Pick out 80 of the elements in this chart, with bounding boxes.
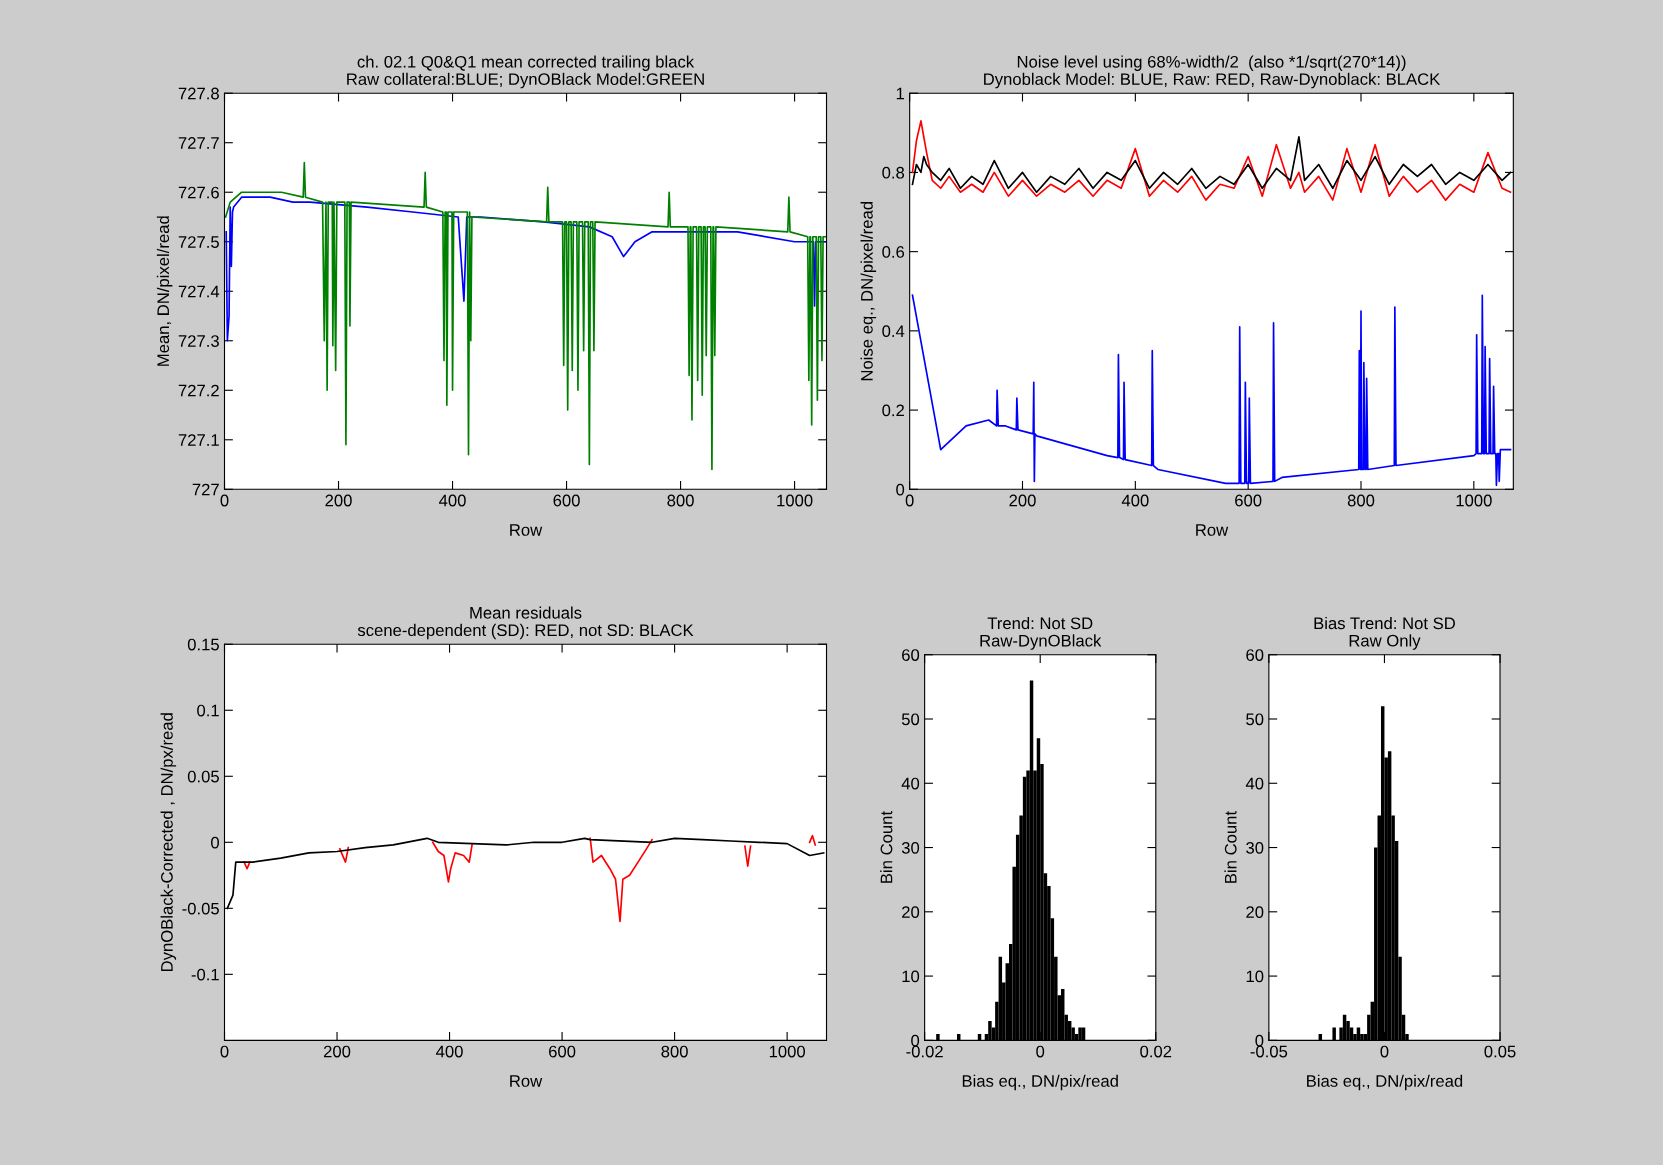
chart-title: Mean residuals: [470, 606, 582, 619]
y-tick-label: 727.2: [178, 384, 219, 397]
x-tick-label: 1000: [769, 1045, 806, 1058]
y-tick-label: 727.7: [178, 137, 219, 149]
chart-subtitle: Dynoblack Model: BLUE, Raw: RED, Raw-Dynoblack: BLACK: [984, 72, 1441, 89]
chart-title: Trend: Not SD: [987, 616, 1093, 630]
x-tick-label: 200: [323, 1045, 351, 1058]
x-tick-label: 600: [553, 494, 580, 507]
y-tick-label: 727.1: [178, 434, 219, 446]
x-tick-label: 600: [549, 1045, 576, 1058]
y-tick-label: 30: [901, 841, 920, 854]
y-axis-title: DynOBlack-Corrected , DN/px/read: [160, 713, 177, 972]
x-tick-label: 1000: [777, 494, 813, 507]
y-tick-label: 0: [911, 1034, 920, 1047]
x-tick-label: 200: [1009, 494, 1036, 507]
x-tick-label: 1000: [1456, 494, 1492, 507]
x-axis-title: Bias eq., DN/pix/read: [962, 1074, 1118, 1091]
x-axis-title: Bias eq., DN/pix/read: [1307, 1074, 1463, 1091]
x-tick-label: 0: [1380, 1045, 1389, 1058]
y-tick-label: 20: [1246, 906, 1264, 919]
y-tick-label: 0.4: [882, 325, 905, 338]
chart-title: Noise level using 68%-width/2 (also *1/sqrt(270*14)): [1017, 55, 1406, 71]
x-tick-label: 400: [439, 494, 466, 507]
chart-subtitle: scene-dependent (SD): RED, not SD: BLACK: [357, 623, 694, 640]
y-tick-label: 20: [902, 906, 920, 919]
y-axis-title: Bin Count: [1224, 811, 1237, 883]
x-tick-label: -0.02: [906, 1045, 943, 1058]
y-tick-label: 727.3: [178, 335, 219, 347]
y-tick-label: 727.8: [178, 87, 219, 100]
x-tick-label: 600: [1235, 494, 1262, 507]
chart-title: ch. 02.1 Q0&Q1 mean corrected trailing black: [357, 55, 695, 71]
y-tick-label: 60: [1246, 649, 1264, 661]
y-tick-label: 60: [902, 649, 920, 661]
x-axis-title: Row: [510, 524, 543, 536]
y-tick-label: 0: [1255, 1034, 1264, 1047]
line-series: [224, 161, 827, 471]
y-tick-label: 50: [901, 713, 920, 726]
y-tick-label: 0: [896, 483, 905, 496]
x-tick-label: 0.02: [1140, 1045, 1172, 1058]
x-tick-label: 0: [1036, 1045, 1045, 1058]
x-axis-title: Row: [510, 1075, 543, 1087]
x-axis-title: Row: [1196, 524, 1229, 536]
y-axis-title: Bin Count: [880, 811, 893, 883]
y-tick-label: 1: [896, 87, 904, 100]
chart-subtitle: Raw collateral:BLUE; DynOBlack Model:GREEN: [347, 72, 704, 89]
y-tick-label: 727: [192, 483, 219, 496]
y-tick-label: 40: [901, 777, 920, 790]
y-tick-label: 10: [902, 970, 920, 983]
x-tick-label: 0: [220, 1045, 229, 1058]
y-tick-label: -0.1: [191, 968, 219, 981]
chart-title: Bias Trend: Not SD: [1314, 616, 1455, 630]
x-tick-label: 200: [325, 494, 352, 507]
y-tick-label: 50: [1246, 713, 1264, 726]
y-tick-label: 727.6: [178, 186, 219, 199]
y-tick-label: 30: [1246, 841, 1264, 854]
y-tick-label: 0: [211, 836, 219, 849]
x-tick-label: 400: [1121, 494, 1149, 507]
x-tick-label: 0: [220, 494, 229, 507]
y-tick-label: 40: [1245, 777, 1264, 790]
x-tick-label: 800: [667, 494, 694, 507]
y-tick-label: 0.15: [187, 638, 219, 651]
y-tick-label: 0.2: [882, 404, 904, 417]
line-series: [911, 120, 1512, 201]
y-axis-title: Mean, DN/pixel/read: [156, 216, 173, 366]
line-series: [225, 196, 827, 342]
y-tick-label: 727.4: [178, 285, 220, 298]
x-tick-label: 800: [1347, 494, 1375, 507]
y-tick-label: 0.1: [197, 704, 219, 717]
y-tick-label: 10: [1246, 970, 1264, 983]
chart-subtitle: Raw-DynOBlack: [980, 634, 1102, 650]
y-tick-label: 727.5: [178, 236, 219, 248]
x-tick-label: 800: [661, 1045, 688, 1058]
y-axis-title: Noise eq., DN/pixel/read: [860, 202, 877, 381]
x-tick-label: 0.05: [1484, 1045, 1516, 1058]
y-tick-label: 0.6: [882, 246, 905, 258]
y-tick-label: 0.8: [882, 166, 905, 179]
y-tick-label: 0.05: [187, 770, 219, 783]
chart-subtitle: Raw Only: [1349, 634, 1421, 650]
x-tick-label: 400: [436, 1045, 463, 1058]
y-tick-label: -0.05: [182, 902, 219, 915]
